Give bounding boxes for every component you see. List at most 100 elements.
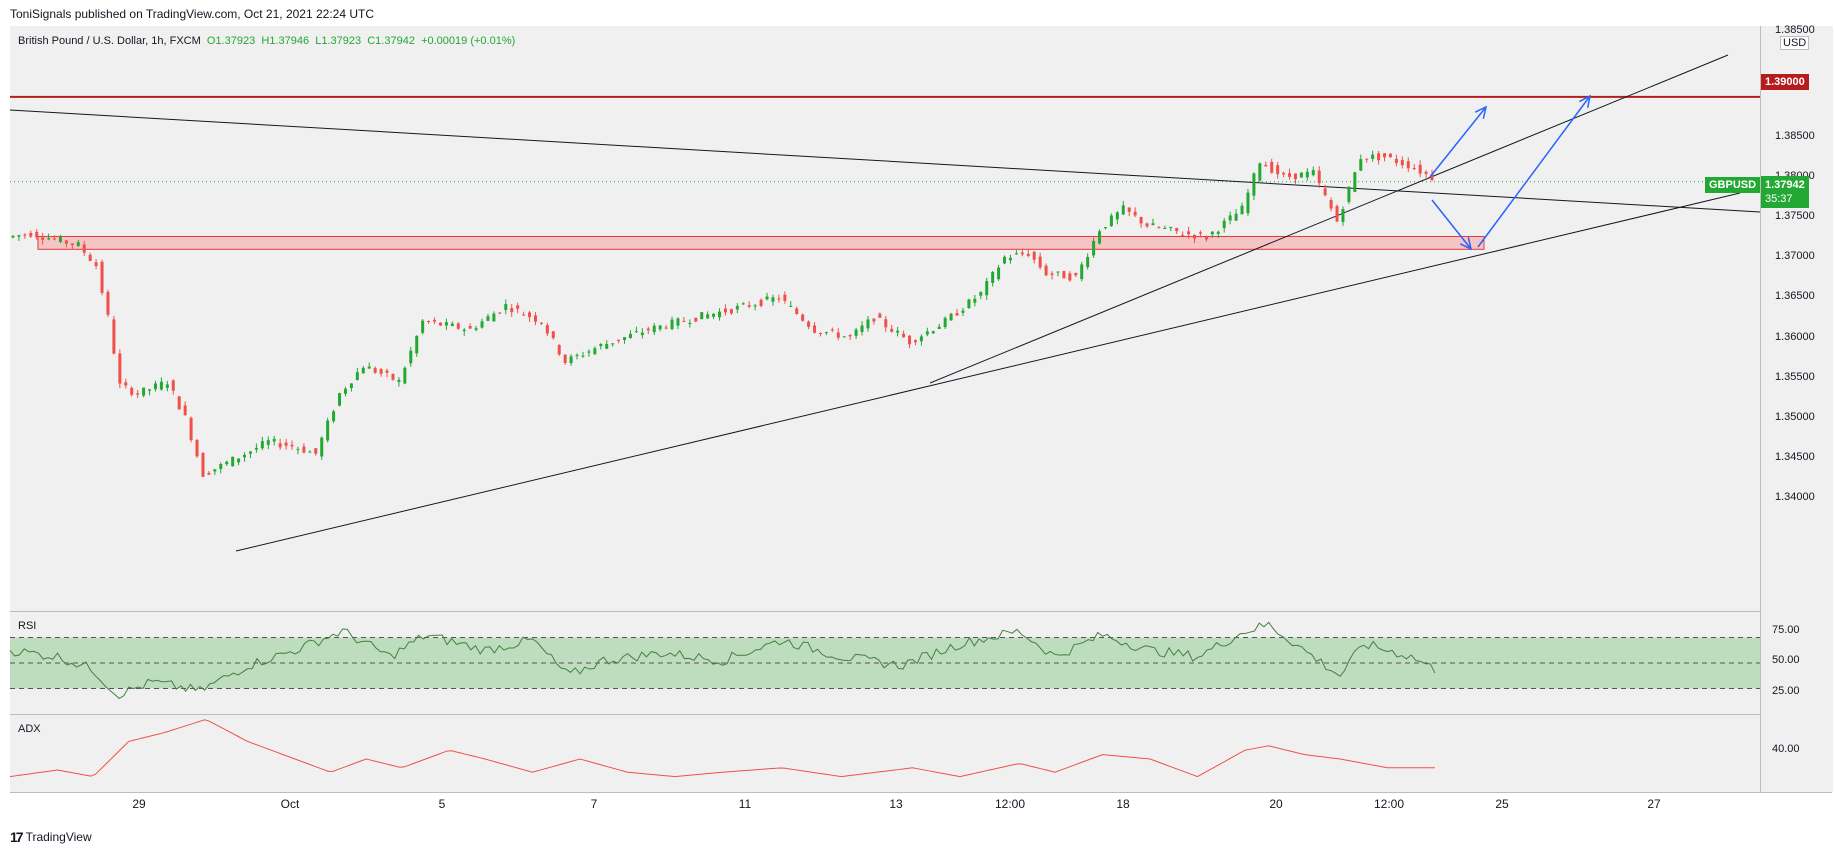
candle-body [94, 262, 98, 267]
candle-body [1341, 209, 1345, 222]
candle-body [1056, 271, 1060, 273]
footer-brand[interactable]: 17 TradingView [10, 829, 92, 845]
candle-body [569, 356, 573, 364]
candle-body [1026, 253, 1030, 256]
price-axis[interactable] [1760, 26, 1833, 792]
candle-body [801, 314, 805, 321]
price-tick-label: 1.34500 [1775, 450, 1815, 463]
price-tick-label: 1.34000 [1775, 491, 1815, 503]
currency-label[interactable]: USD [1780, 36, 1810, 50]
candle-body [765, 296, 769, 300]
pane-separator[interactable] [10, 714, 1832, 715]
candle-body [634, 331, 638, 333]
candle-body [1103, 227, 1107, 229]
candle-body [320, 437, 324, 457]
candle-body [326, 420, 330, 441]
candle-body [593, 348, 597, 355]
last-price-badge: 1.37942 35:37 [1761, 176, 1809, 208]
candle-body [1222, 220, 1226, 229]
candle-body [1430, 174, 1434, 181]
time-tick-label: 13 [889, 797, 903, 811]
candle-body [1317, 170, 1321, 184]
candle-body [1032, 251, 1036, 260]
candle-body [759, 299, 763, 306]
candle-body [628, 333, 632, 339]
candle-body [415, 335, 419, 354]
candle-body [373, 368, 377, 373]
candle-body [343, 388, 347, 394]
candle-body [385, 370, 389, 373]
candle-body [854, 329, 858, 336]
candle-body [248, 451, 252, 454]
candle-body [1365, 158, 1369, 160]
candle-body [421, 320, 425, 333]
candle-body [694, 317, 698, 322]
candle-body [997, 267, 1001, 280]
candle-body [100, 261, 104, 293]
candle-body [1371, 154, 1375, 159]
candle-body [1175, 227, 1179, 232]
candle-body [676, 318, 680, 326]
candle-body [1400, 160, 1404, 166]
candle-body [1003, 256, 1007, 264]
candle-body [848, 335, 852, 337]
candle-body [1151, 223, 1155, 226]
candle-body [195, 439, 199, 457]
descending-trendline [9, 109, 1761, 213]
candle-body [70, 243, 74, 245]
candle-body [35, 231, 39, 238]
candle-body [1228, 215, 1232, 221]
candle-body [539, 322, 543, 324]
candle-body [290, 444, 294, 447]
candle-body [231, 456, 235, 467]
candle-body [1145, 223, 1149, 227]
price-pane[interactable] [10, 26, 1760, 611]
candle-body [1246, 192, 1250, 214]
candle-body [878, 313, 882, 318]
time-tick-label: 7 [590, 797, 598, 811]
adx-pane[interactable] [10, 715, 1760, 792]
candle-body [88, 254, 92, 261]
level-price-badge: 1.39000 [1761, 74, 1809, 90]
candle-body [1198, 232, 1202, 234]
candle-body [949, 313, 953, 321]
candle-body [207, 472, 211, 475]
candle-body [1086, 256, 1090, 268]
candle-body [148, 389, 152, 391]
candle-body [1068, 273, 1072, 281]
candle-body [961, 310, 965, 313]
candle-body [712, 313, 716, 317]
candle-body [183, 405, 187, 416]
candle-body [1299, 172, 1303, 178]
candle-body [729, 309, 733, 314]
candle-body [1293, 173, 1297, 180]
candle-body [670, 319, 674, 330]
candle-body [1080, 264, 1084, 280]
candle-body [747, 305, 751, 307]
candle-body [474, 328, 478, 330]
candle-body [783, 294, 787, 301]
rsi-tick-25: 25.00 [1772, 685, 1800, 697]
candle-body [272, 438, 276, 442]
candle-body [943, 317, 947, 328]
candle-body [1044, 265, 1048, 276]
time-tick-label: 12:00 [994, 797, 1026, 811]
candle-body [1258, 163, 1262, 181]
candle-body [433, 319, 437, 322]
candle-body [1270, 161, 1274, 173]
candle-body [723, 308, 727, 313]
time-tick-label: 12:00 [1373, 797, 1405, 811]
candle-body [896, 330, 900, 333]
pane-separator[interactable] [10, 611, 1832, 612]
candle-body [1347, 186, 1351, 202]
candle-body [361, 367, 365, 374]
candle-body [581, 355, 585, 357]
candle-body [136, 393, 140, 395]
candle-body [718, 311, 722, 318]
candle-body [557, 344, 561, 355]
candle-body [76, 242, 80, 246]
candle-body [913, 340, 917, 343]
candle-body [177, 396, 181, 410]
candle-body [492, 313, 496, 322]
candle-body [664, 327, 668, 329]
